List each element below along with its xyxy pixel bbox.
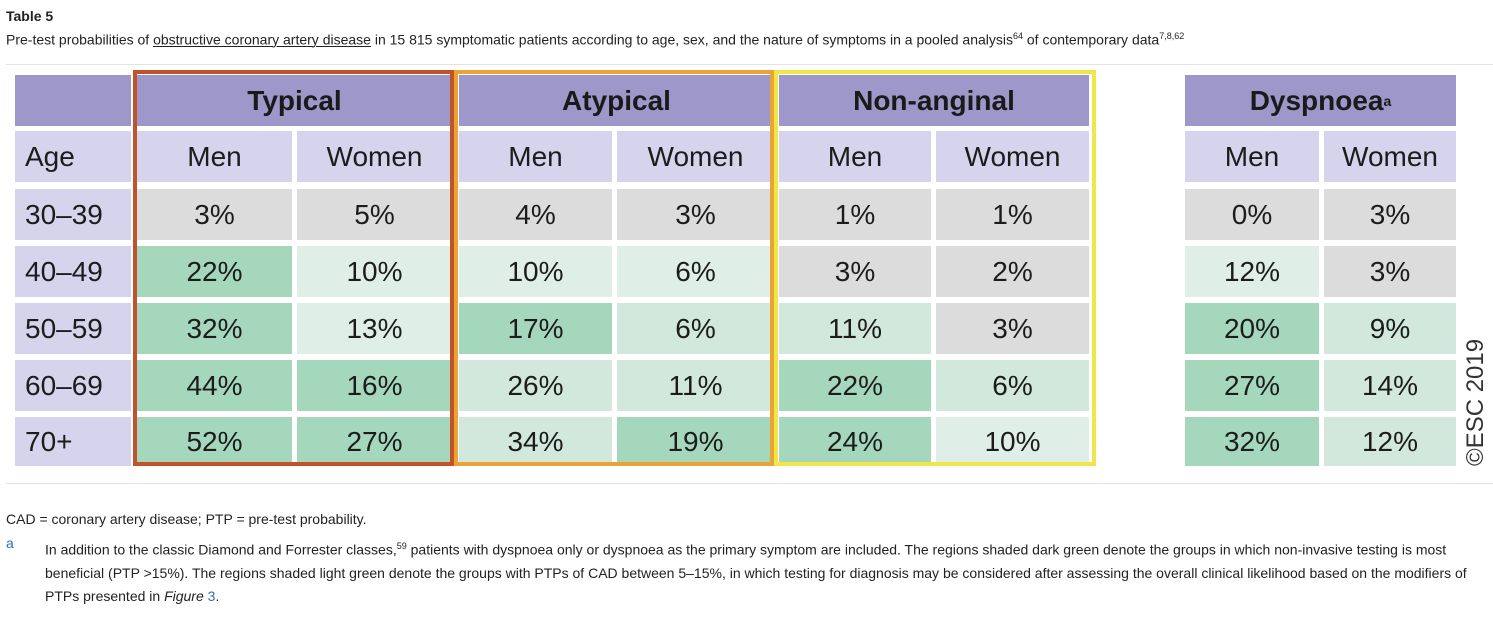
sub-header-atypical-women: Women: [617, 131, 774, 182]
probability-cell: 3%: [779, 246, 931, 297]
age-column-header: Age: [15, 131, 131, 182]
age-cell: 60–69: [15, 360, 131, 411]
group-header-non-anginal: Non-anginal: [779, 75, 1089, 126]
caption-ref-64[interactable]: 64: [1012, 31, 1023, 41]
probability-cell: 32%: [1185, 417, 1319, 466]
probability-cell: 3%: [936, 303, 1089, 354]
dyspnoea-footnote-ref[interactable]: a: [1383, 92, 1392, 109]
probability-cell: 10%: [297, 246, 452, 297]
age-cell: 30–39: [15, 189, 131, 240]
footnote-text-body: patients with dyspnoea only or dyspnoea …: [45, 541, 1467, 604]
abbreviations-note: CAD = coronary artery disease; PTP = pre…: [6, 511, 367, 527]
probability-cell: 9%: [1324, 303, 1456, 354]
probability-cell: 3%: [617, 189, 774, 240]
footnote-a-text: In addition to the classic Diamond and F…: [45, 535, 1485, 608]
footnote-text-end: .: [215, 587, 220, 604]
probability-cell: 3%: [1324, 189, 1456, 240]
probability-cell: 20%: [1185, 303, 1319, 354]
table-title: Table 5: [6, 8, 54, 24]
probability-cell: 2%: [936, 246, 1089, 297]
caption-text-data: of contemporary data: [1023, 31, 1160, 48]
probability-cell: 22%: [137, 246, 292, 297]
figure-3-link[interactable]: 3: [207, 587, 216, 604]
age-cell: 70+: [15, 417, 131, 466]
probability-cell: 4%: [459, 189, 612, 240]
caption-text-start: Pre-test probabilities of: [6, 31, 154, 48]
figure-word: Figure: [164, 587, 204, 604]
footnote-text-start: In addition to the classic Diamond and F…: [45, 541, 397, 558]
probability-cell: 1%: [936, 189, 1089, 240]
probability-cell: 1%: [779, 189, 931, 240]
header-blank-cell: [15, 75, 131, 126]
caption-text-middle: in 15 815 symptomatic patients according…: [370, 31, 1013, 48]
sub-header-non-anginal-women: Women: [936, 131, 1089, 182]
age-cell: 40–49: [15, 246, 131, 297]
probability-cell: 22%: [779, 360, 931, 411]
probability-cell: 13%: [297, 303, 452, 354]
probability-cell: 14%: [1324, 360, 1456, 411]
probability-cell: 52%: [137, 417, 292, 466]
probability-cell: 6%: [617, 303, 774, 354]
caption-ref-7-8-62[interactable]: 7,8,62: [1159, 31, 1185, 41]
group-header-typical: Typical: [137, 75, 452, 126]
probability-cell: 26%: [459, 360, 612, 411]
group-header-dyspnoea: Dyspnoea a: [1185, 75, 1456, 126]
esc-copyright: ©ESC 2019: [1462, 338, 1489, 466]
probability-cell: 19%: [617, 417, 774, 466]
probability-cell: 3%: [137, 189, 292, 240]
probability-cell: 44%: [137, 360, 292, 411]
probability-cell: 11%: [779, 303, 931, 354]
probability-cell: 5%: [297, 189, 452, 240]
bottom-divider: [6, 483, 1493, 484]
probability-cell: 0%: [1185, 189, 1319, 240]
sub-header-dyspnoea-women: Women: [1324, 131, 1456, 182]
probability-cell: 32%: [137, 303, 292, 354]
probability-cell: 12%: [1185, 246, 1319, 297]
probability-cell: 27%: [1185, 360, 1319, 411]
top-divider: [6, 64, 1493, 65]
probability-cell: 10%: [459, 246, 612, 297]
footnote-ref-59[interactable]: 59: [396, 541, 407, 551]
sub-header-dyspnoea-men: Men: [1185, 131, 1319, 182]
probability-cell: 10%: [936, 417, 1089, 466]
age-cell: 50–59: [15, 303, 131, 354]
probability-cell: 6%: [617, 246, 774, 297]
group-header-atypical: Atypical: [459, 75, 774, 126]
dyspnoea-label: Dyspnoea: [1249, 84, 1384, 116]
probability-cell: 17%: [459, 303, 612, 354]
footnote-marker-a[interactable]: a: [6, 535, 14, 551]
sub-header-non-anginal-men: Men: [779, 131, 931, 182]
probability-cell: 27%: [297, 417, 452, 466]
caption-link-obstructive-cad[interactable]: obstructive coronary artery disease: [153, 31, 371, 48]
probability-cell: 6%: [936, 360, 1089, 411]
sub-header-typical-women: Women: [297, 131, 452, 182]
table-caption: Pre-test probabilities of obstructive co…: [6, 31, 1184, 48]
probability-cell: 12%: [1324, 417, 1456, 466]
probability-cell: 16%: [297, 360, 452, 411]
probability-cell: 24%: [779, 417, 931, 466]
sub-header-typical-men: Men: [137, 131, 292, 182]
probability-cell: 34%: [459, 417, 612, 466]
probability-cell: 3%: [1324, 246, 1456, 297]
sub-header-atypical-men: Men: [459, 131, 612, 182]
probability-cell: 11%: [617, 360, 774, 411]
